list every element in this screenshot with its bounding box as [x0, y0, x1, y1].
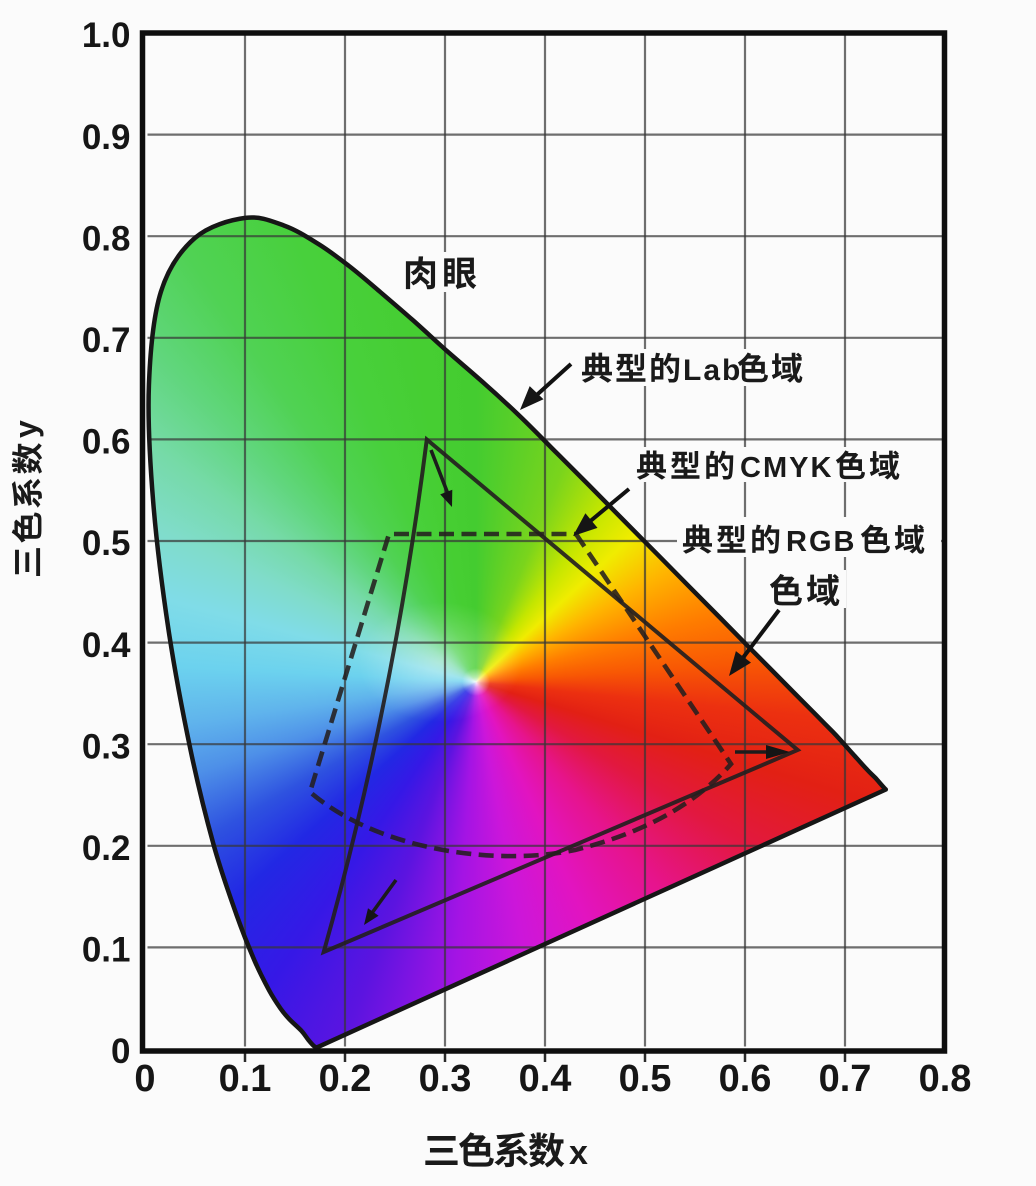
svg-text:0.3: 0.3: [82, 727, 131, 766]
svg-text:0.8: 0.8: [919, 1058, 972, 1100]
svg-text:0.2: 0.2: [319, 1058, 372, 1100]
svg-text:0.1: 0.1: [219, 1058, 272, 1100]
svg-text:0.7: 0.7: [82, 321, 131, 360]
svg-text:0.5: 0.5: [619, 1058, 672, 1100]
svg-text:0.8: 0.8: [82, 219, 131, 258]
svg-text:0.6: 0.6: [719, 1058, 772, 1100]
svg-text:0: 0: [134, 1058, 155, 1100]
svg-text:CMYK: CMYK: [740, 452, 833, 484]
svg-text:RGB: RGB: [786, 526, 856, 558]
svg-text:y: y: [8, 420, 44, 438]
svg-text:Lab: Lab: [683, 354, 742, 387]
svg-text:0.4: 0.4: [82, 626, 131, 665]
svg-text:0.2: 0.2: [82, 829, 131, 868]
svg-text:0.6: 0.6: [82, 423, 131, 462]
svg-text:0.5: 0.5: [82, 524, 131, 563]
svg-text:1.0: 1.0: [82, 16, 131, 55]
svg-text:0.9: 0.9: [82, 118, 131, 157]
svg-text:x: x: [569, 1134, 588, 1172]
svg-text:0.3: 0.3: [419, 1058, 472, 1100]
svg-text:0.1: 0.1: [82, 931, 131, 970]
svg-text:0: 0: [111, 1032, 130, 1071]
svg-text:0.7: 0.7: [819, 1058, 872, 1100]
svg-text:0.4: 0.4: [519, 1058, 572, 1100]
